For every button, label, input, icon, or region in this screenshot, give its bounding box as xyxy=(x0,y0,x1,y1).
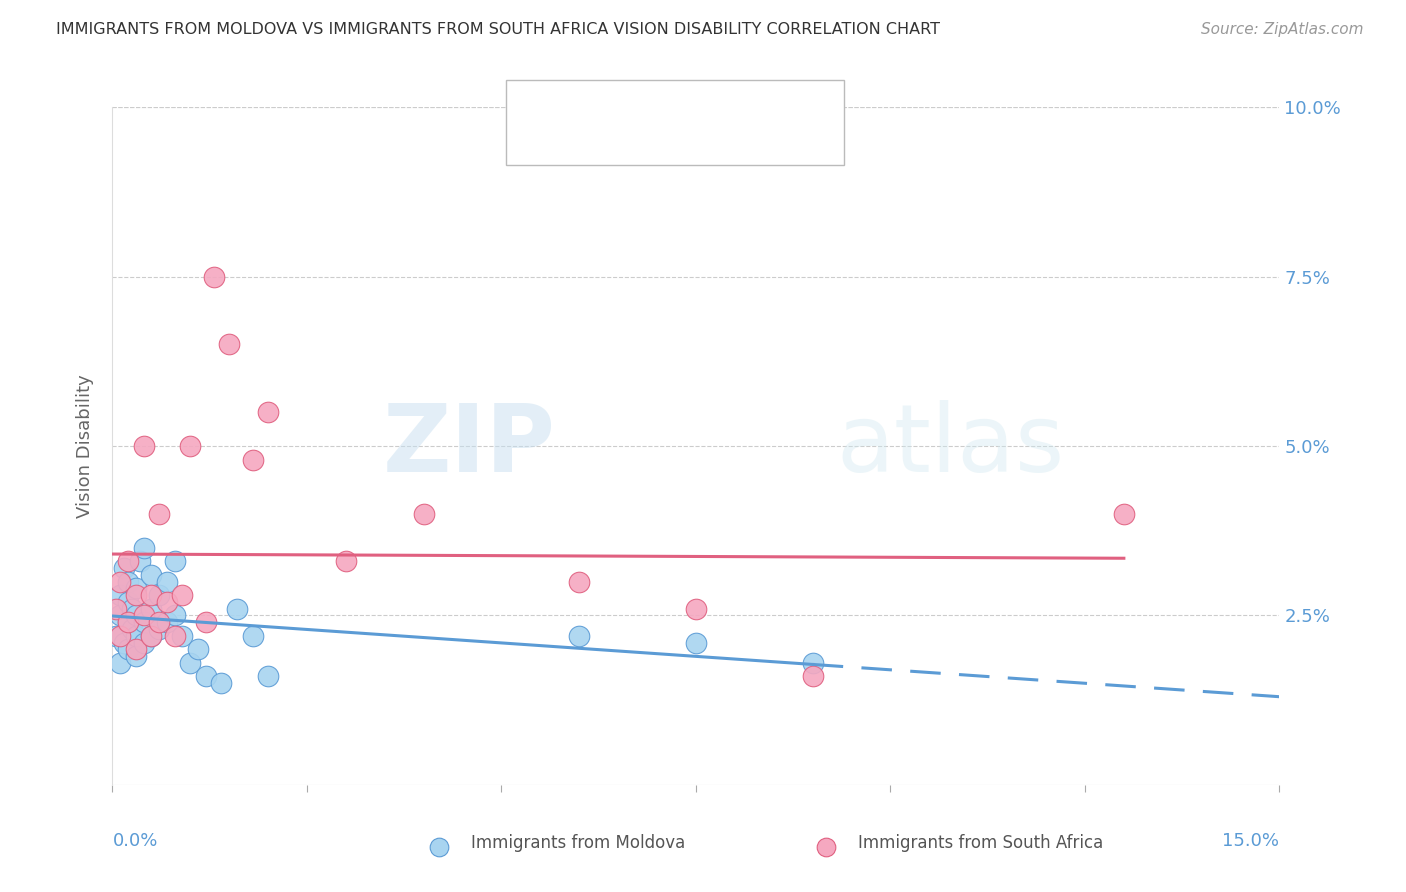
Point xyxy=(568,574,591,589)
Text: 0.0%: 0.0% xyxy=(112,832,157,850)
Point xyxy=(112,635,135,649)
Y-axis label: Vision Disability: Vision Disability xyxy=(76,374,94,518)
Point xyxy=(141,629,163,643)
Text: 28: 28 xyxy=(720,131,745,149)
Point xyxy=(427,840,450,855)
Point xyxy=(242,629,264,643)
Point xyxy=(141,567,163,582)
Point xyxy=(179,656,201,670)
Point xyxy=(187,642,209,657)
Point xyxy=(257,405,280,419)
Point xyxy=(117,574,139,589)
Point xyxy=(117,615,139,630)
Point xyxy=(125,649,148,664)
Text: -0.145: -0.145 xyxy=(595,95,659,113)
Point xyxy=(110,656,132,670)
Point xyxy=(132,615,155,630)
Point xyxy=(172,588,194,602)
Text: R =: R = xyxy=(558,95,598,113)
Point xyxy=(125,588,148,602)
Point xyxy=(128,554,150,568)
Point xyxy=(202,269,225,284)
Point xyxy=(105,629,128,643)
Point xyxy=(194,669,217,683)
Point xyxy=(209,676,232,690)
Point xyxy=(1112,507,1135,521)
Text: R =: R = xyxy=(558,131,598,149)
Text: Source: ZipAtlas.com: Source: ZipAtlas.com xyxy=(1201,22,1364,37)
Point xyxy=(148,507,170,521)
Point xyxy=(148,588,170,602)
Point xyxy=(218,337,240,351)
Point xyxy=(148,615,170,630)
Point xyxy=(801,656,824,670)
Point xyxy=(685,601,707,615)
Text: N =: N = xyxy=(682,95,721,113)
Point xyxy=(257,669,280,683)
Point xyxy=(132,541,155,555)
Point xyxy=(685,635,707,649)
Point xyxy=(125,582,148,596)
Text: 0.234: 0.234 xyxy=(595,131,651,149)
Point xyxy=(568,629,591,643)
Point xyxy=(801,669,824,683)
Point xyxy=(815,840,838,855)
Point xyxy=(141,588,163,602)
Point xyxy=(117,642,139,657)
Bar xyxy=(520,130,546,152)
Point xyxy=(163,554,186,568)
Text: ZIP: ZIP xyxy=(382,400,555,492)
Point xyxy=(121,622,143,636)
Point xyxy=(132,635,155,649)
Text: Immigrants from Moldova: Immigrants from Moldova xyxy=(471,834,685,852)
Point xyxy=(156,615,179,630)
Text: IMMIGRANTS FROM MOLDOVA VS IMMIGRANTS FROM SOUTH AFRICA VISION DISABILITY CORREL: IMMIGRANTS FROM MOLDOVA VS IMMIGRANTS FR… xyxy=(56,22,941,37)
Point xyxy=(117,615,139,630)
Point xyxy=(132,608,155,623)
Point xyxy=(121,601,143,615)
Point xyxy=(156,595,179,609)
Point xyxy=(156,574,179,589)
Point xyxy=(110,608,132,623)
Text: 40: 40 xyxy=(720,95,745,113)
Point xyxy=(226,601,249,615)
Point xyxy=(110,629,132,643)
Point xyxy=(112,561,135,575)
Point xyxy=(163,608,186,623)
Point xyxy=(105,601,128,615)
Point xyxy=(117,554,139,568)
Text: Immigrants from South Africa: Immigrants from South Africa xyxy=(858,834,1102,852)
Point xyxy=(163,629,186,643)
Point xyxy=(172,629,194,643)
Point xyxy=(125,608,148,623)
Point xyxy=(179,439,201,453)
Point xyxy=(242,452,264,467)
Point xyxy=(110,574,132,589)
Text: 15.0%: 15.0% xyxy=(1222,832,1279,850)
Point xyxy=(117,595,139,609)
Point xyxy=(141,601,163,615)
Point xyxy=(132,439,155,453)
Text: atlas: atlas xyxy=(837,400,1064,492)
Point xyxy=(335,554,357,568)
Point xyxy=(141,629,163,643)
Text: N =: N = xyxy=(682,131,721,149)
Point xyxy=(412,507,434,521)
Point xyxy=(194,615,217,630)
Bar xyxy=(520,95,546,116)
Point xyxy=(125,629,148,643)
Point xyxy=(110,588,132,602)
Point xyxy=(125,642,148,657)
Point xyxy=(148,622,170,636)
